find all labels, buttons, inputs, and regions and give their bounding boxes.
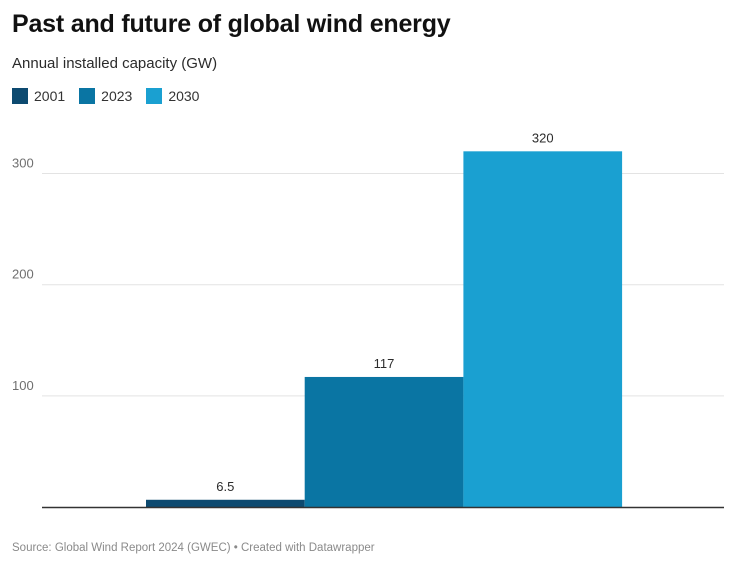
chart-source-note: Source: Global Wind Report 2024 (GWEC) •…	[12, 542, 375, 554]
bar-2001	[146, 499, 305, 507]
legend-swatch-2001	[12, 88, 28, 104]
legend-item-2023: 2023	[79, 88, 132, 104]
legend-swatch-2023	[79, 88, 96, 104]
legend-label-2001: 2001	[34, 88, 66, 104]
bar-2023	[304, 376, 464, 507]
y-tick-label-300: 300	[12, 156, 34, 171]
legend-label-2023: 2023	[101, 88, 133, 104]
y-tick-label-100: 100	[12, 378, 34, 393]
data-label-2023: 117	[374, 356, 395, 371]
legend-item-2001: 2001	[12, 88, 65, 104]
legend-label-2030: 2030	[168, 88, 200, 104]
chart-legend: 2001 2023 2030	[12, 88, 213, 104]
data-label-2001: 6.5	[216, 479, 234, 494]
y-tick-label-200: 200	[12, 267, 34, 282]
legend-item-2030: 2030	[146, 88, 199, 104]
chart-title: Past and future of global wind energy	[12, 10, 451, 38]
legend-swatch-2030	[146, 88, 163, 104]
chart-subtitle: Annual installed capacity (GW)	[12, 55, 218, 72]
data-label-2030: 320	[532, 130, 554, 145]
bar-2030	[463, 151, 623, 507]
